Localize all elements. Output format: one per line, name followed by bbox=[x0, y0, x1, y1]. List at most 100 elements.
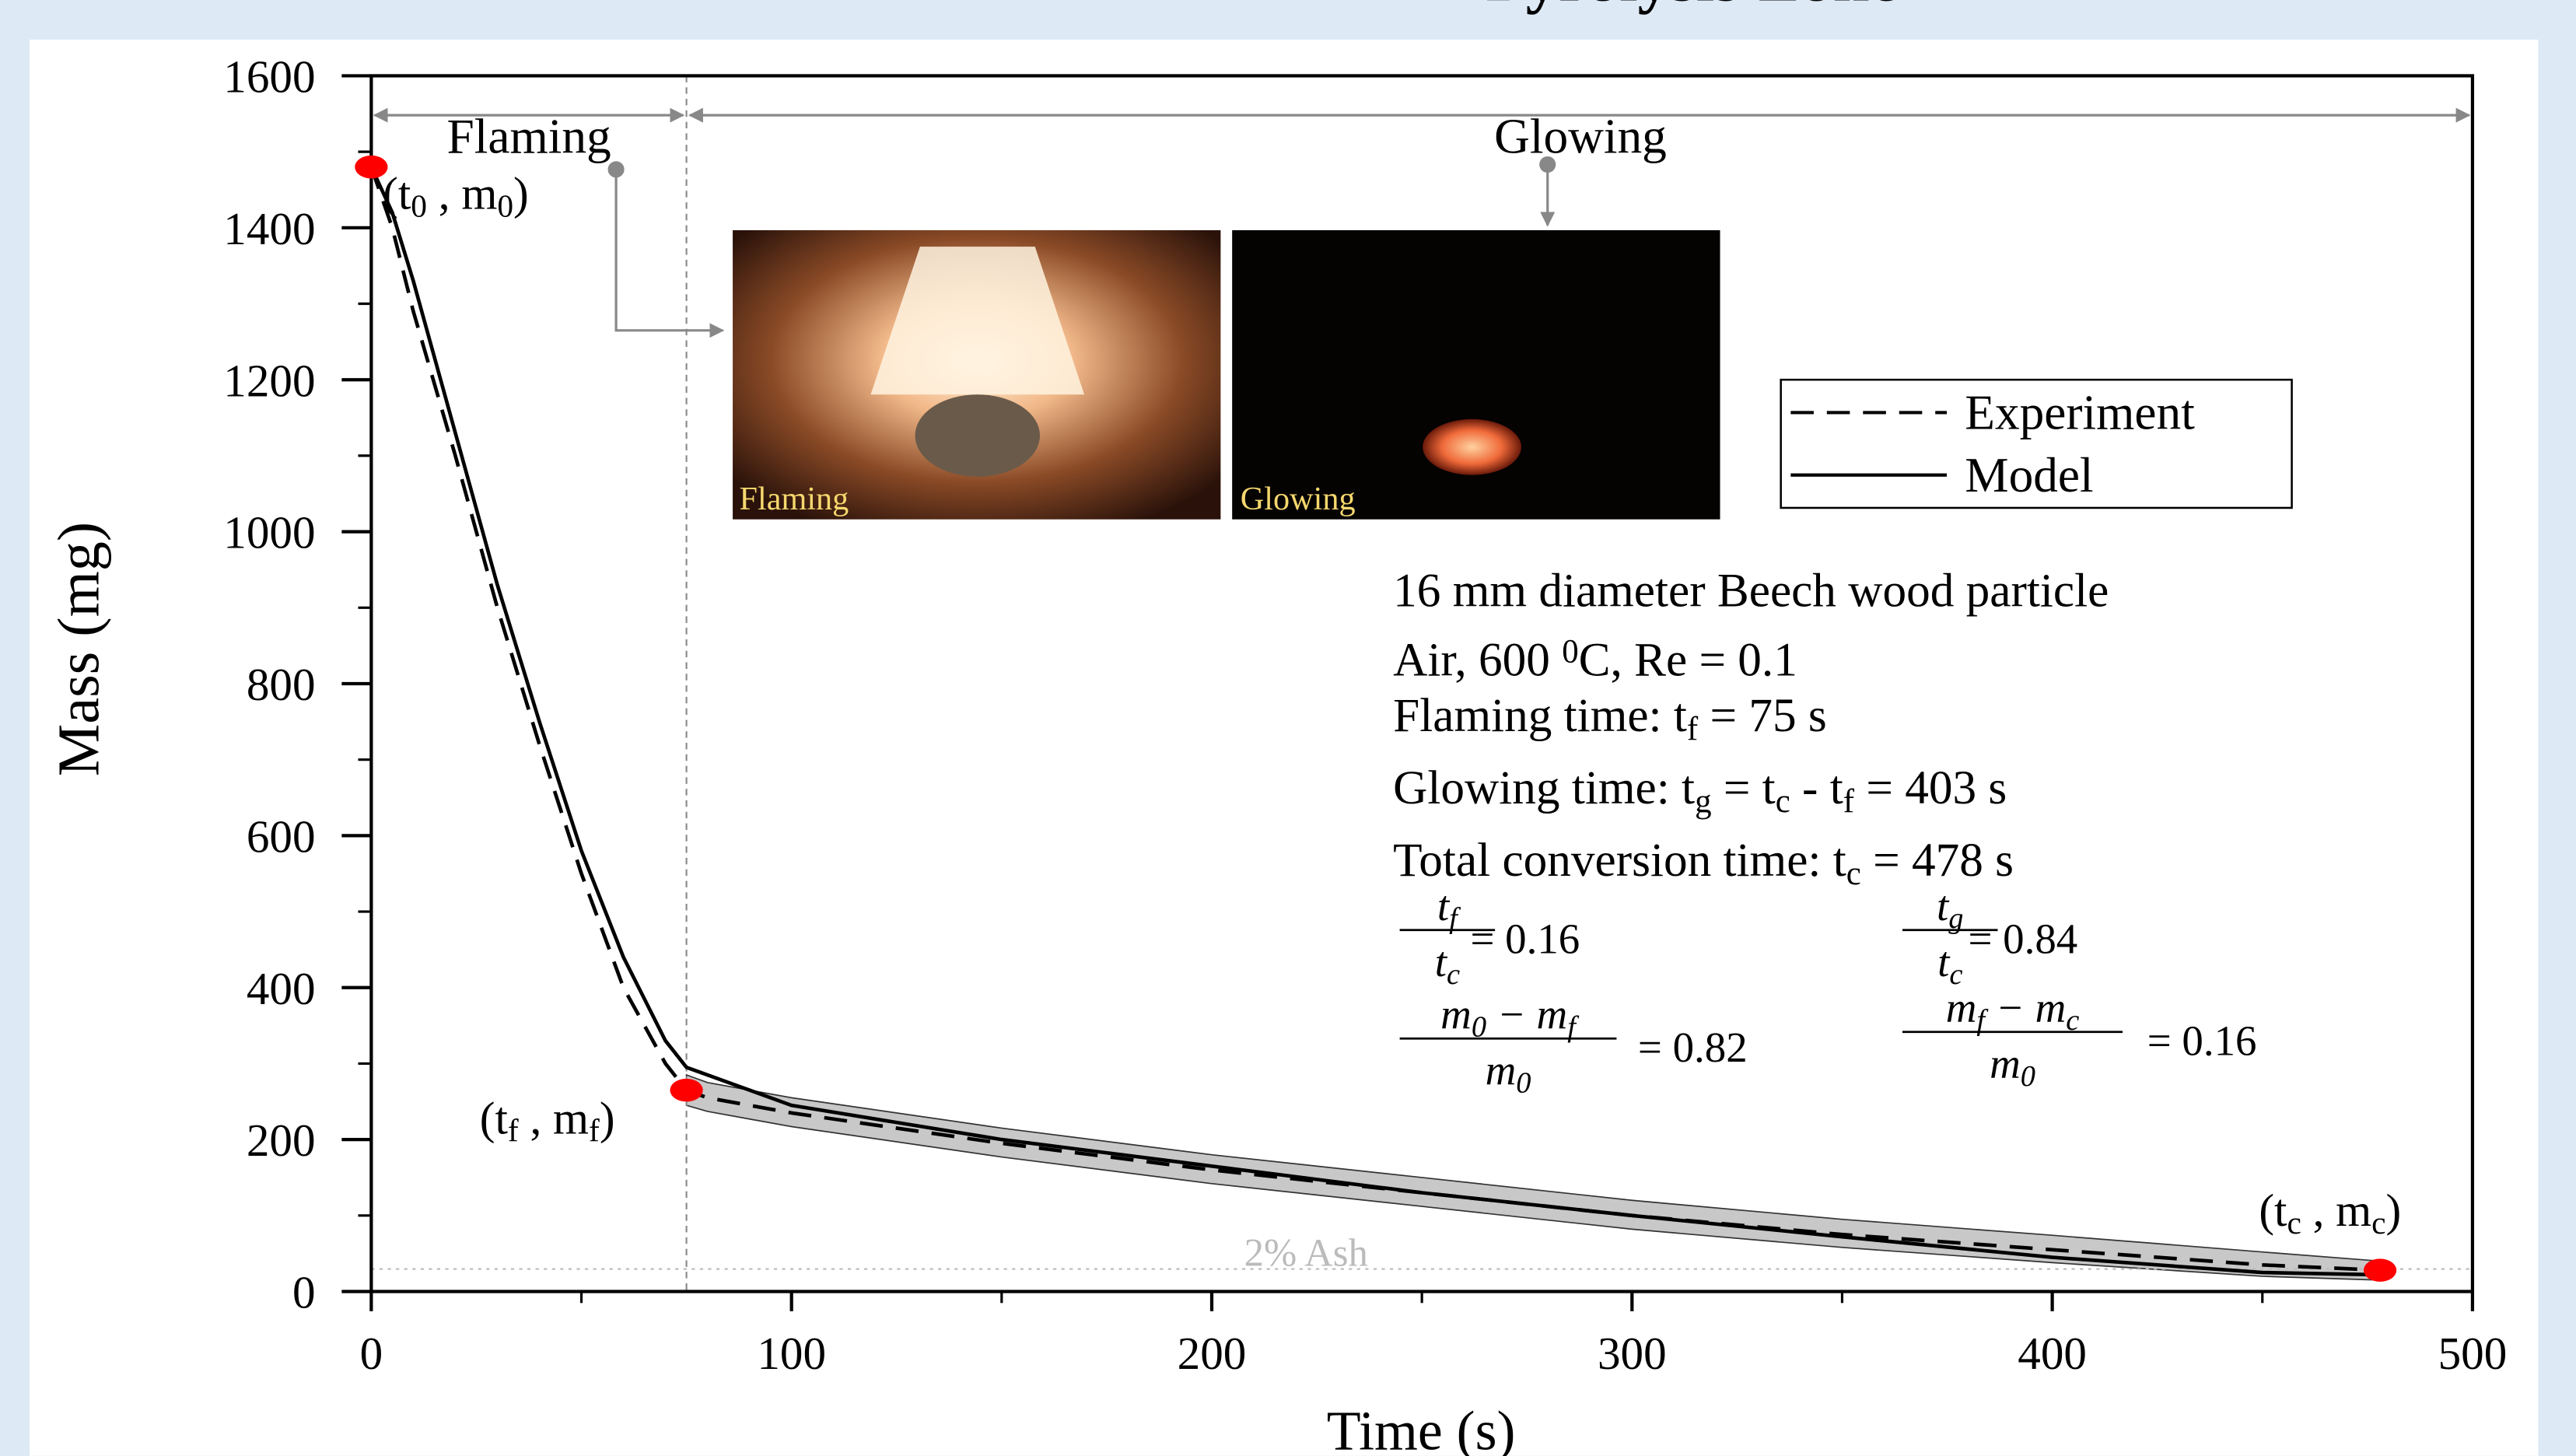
x-tick-label: 0 bbox=[360, 1328, 383, 1379]
subscript: f bbox=[1843, 783, 1855, 820]
particle bbox=[915, 394, 1041, 477]
text-part: ) bbox=[513, 168, 529, 219]
subscript: f bbox=[1687, 711, 1699, 747]
key-point bbox=[355, 155, 388, 179]
ratio-numerator: m0 − mf bbox=[1440, 991, 1580, 1043]
x-tick-label: 200 bbox=[1178, 1328, 1247, 1379]
subscript: f bbox=[508, 1113, 519, 1149]
y-tick-label: 1000 bbox=[223, 507, 315, 558]
info-line: Air, 600 0C, Re = 0.1 bbox=[1393, 633, 1797, 686]
text-part: t bbox=[1937, 882, 1950, 929]
text-part: = 403 s bbox=[1854, 761, 2007, 814]
text-part: Air, 600 bbox=[1393, 633, 1562, 686]
subscript: c bbox=[1846, 856, 1861, 892]
y-tick-label: 600 bbox=[247, 810, 316, 862]
x-tick-label: 100 bbox=[757, 1328, 826, 1379]
key-point bbox=[670, 1078, 703, 1102]
text-part: m bbox=[1990, 1040, 2021, 1087]
text-part: (t bbox=[2259, 1185, 2287, 1236]
text-part: t bbox=[1437, 882, 1451, 929]
ratio-denominator: tc bbox=[1937, 938, 1962, 991]
y-tick-label: 800 bbox=[247, 659, 316, 710]
subscript: c bbox=[2066, 1004, 2079, 1037]
x-tick-label: 300 bbox=[1598, 1328, 1667, 1379]
text-part: , m bbox=[427, 168, 497, 219]
subscript: c bbox=[2287, 1205, 2301, 1241]
x-axis-label: Time (s) bbox=[1327, 1399, 1516, 1456]
y-tick-label: 400 bbox=[247, 963, 316, 1014]
subscript: 0 bbox=[1472, 1010, 1486, 1043]
ember bbox=[1423, 418, 1521, 475]
flame-shape bbox=[870, 247, 1085, 395]
point-label: (tf , mf) bbox=[480, 1093, 615, 1149]
text-part: Total conversion time: t bbox=[1393, 834, 1846, 887]
inset-caption: Glowing bbox=[1241, 481, 1356, 517]
text-part: m bbox=[1486, 1046, 1517, 1094]
text-part: = 75 s bbox=[1698, 689, 1827, 742]
text-part: m bbox=[1946, 984, 1977, 1031]
text-part: (t bbox=[480, 1093, 509, 1144]
info-line: 16 mm diameter Beech wood particle bbox=[1393, 565, 2109, 618]
ratio-value: = 0.16 bbox=[1470, 915, 1580, 962]
info-line: Flaming time: tf = 75 s bbox=[1393, 689, 1827, 747]
ratio-numerator: tg bbox=[1937, 882, 1963, 934]
superscript: 0 bbox=[1562, 633, 1578, 670]
text-part: Flaming time: t bbox=[1393, 689, 1687, 742]
series-line bbox=[369, 166, 2381, 1277]
ratio-value: = 0.16 bbox=[2147, 1017, 2257, 1064]
subscript: c bbox=[1447, 957, 1460, 990]
subscript: 0 bbox=[497, 188, 513, 224]
x-tick-label: 500 bbox=[2438, 1328, 2508, 1379]
y-axis-label: Mass (mg) bbox=[47, 522, 112, 776]
phase-label: Flaming bbox=[447, 110, 611, 164]
ratio-value: = 0.82 bbox=[1638, 1024, 1748, 1071]
ash-label: 2% Ash bbox=[1244, 1230, 1368, 1274]
subscript: 0 bbox=[411, 188, 427, 224]
subscript: g bbox=[1695, 783, 1711, 820]
ratio-denominator: m0 bbox=[1486, 1046, 1531, 1098]
inset-caption: Flaming bbox=[740, 481, 849, 517]
subscript: c bbox=[1949, 957, 1962, 990]
y-tick-label: 1400 bbox=[223, 203, 315, 254]
key-point bbox=[2363, 1258, 2397, 1282]
subscript: c bbox=[2371, 1205, 2385, 1241]
subscript: c bbox=[1776, 783, 1790, 820]
text-part: , m bbox=[519, 1093, 589, 1144]
y-tick-label: 200 bbox=[247, 1115, 316, 1166]
text-part: = 478 s bbox=[1861, 834, 2014, 887]
text-part: − m bbox=[1486, 991, 1567, 1038]
text-part: − m bbox=[1985, 984, 2066, 1031]
text-part: ) bbox=[2386, 1185, 2402, 1236]
text-part: t bbox=[1937, 938, 1951, 985]
chart-title: Pyrolysis Zone bbox=[1486, 0, 1899, 15]
text-part: , m bbox=[2301, 1185, 2371, 1236]
info-line: Total conversion time: tc = 478 s bbox=[1393, 834, 2014, 892]
point-label: (t0 , m0) bbox=[383, 168, 529, 224]
text-part: - t bbox=[1790, 761, 1843, 814]
text-part: 16 mm diameter Beech wood particle bbox=[1393, 565, 2109, 618]
y-tick-label: 1200 bbox=[223, 355, 315, 406]
text-part: ) bbox=[600, 1093, 615, 1144]
ratio-numerator: mf − mc bbox=[1946, 984, 2080, 1037]
text-part: = t bbox=[1712, 761, 1776, 814]
text-part: C, Re = 0.1 bbox=[1579, 633, 1797, 686]
ratio-value: = 0.84 bbox=[1968, 915, 2077, 962]
subscript: 0 bbox=[1516, 1066, 1531, 1099]
text-part: (t bbox=[383, 168, 411, 219]
phase-label: Glowing bbox=[1494, 110, 1667, 164]
legend-label: Model bbox=[1965, 448, 2093, 502]
text-part: m bbox=[1440, 991, 1472, 1038]
subscript: 0 bbox=[2021, 1059, 2035, 1092]
ratio-denominator: tc bbox=[1435, 938, 1460, 991]
y-tick-label: 1600 bbox=[223, 51, 315, 103]
info-line: Glowing time: tg = tc - tf = 403 s bbox=[1393, 761, 2007, 820]
y-tick-label: 0 bbox=[292, 1267, 316, 1318]
legend bbox=[1780, 378, 2293, 509]
legend-label: Experiment bbox=[1965, 386, 2195, 440]
x-tick-label: 400 bbox=[2018, 1328, 2087, 1379]
subscript: f bbox=[589, 1113, 600, 1149]
point-label: (tc , mc) bbox=[2259, 1185, 2401, 1241]
text-part: Glowing time: t bbox=[1393, 761, 1695, 814]
